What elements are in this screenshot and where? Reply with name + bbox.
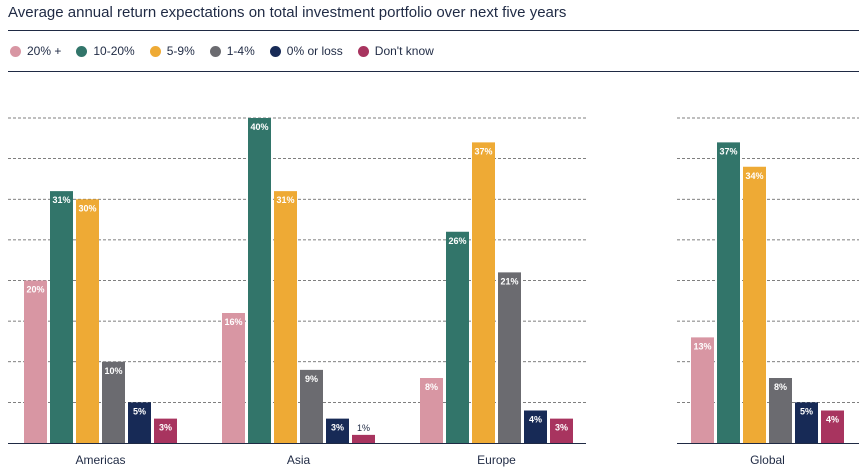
data-label: 3% (159, 423, 172, 433)
bar (102, 361, 125, 443)
legend-item: 5-9% (149, 44, 195, 58)
bar (128, 402, 151, 443)
legend-divider (8, 71, 859, 72)
data-label: 37% (474, 146, 492, 156)
data-label: 4% (529, 415, 542, 425)
bar (222, 313, 245, 443)
bar (274, 191, 297, 443)
data-label: 31% (276, 195, 294, 205)
data-label: 30% (78, 203, 96, 213)
category-label: Europe (477, 453, 516, 467)
bar (300, 369, 323, 443)
legend-label: 20% + (27, 44, 62, 58)
data-label: 9% (305, 374, 318, 384)
legend-label: 1-4% (226, 44, 255, 58)
bar (420, 378, 443, 443)
data-label: 16% (224, 317, 242, 327)
title-divider (8, 30, 859, 31)
legend-item: 1-4% (209, 44, 255, 58)
legend-swatch (209, 45, 221, 57)
data-label: 5% (133, 406, 146, 416)
bar (498, 272, 521, 443)
bar (795, 402, 818, 443)
category-label: Americas (75, 453, 125, 467)
legend-item: 20% + (10, 44, 61, 58)
legend-label: Don't know (374, 44, 434, 58)
data-label: 1% (357, 423, 370, 433)
legend-label: 5-9% (166, 44, 195, 58)
bar (154, 418, 177, 443)
data-label: 37% (719, 146, 737, 156)
data-label: 13% (693, 341, 711, 351)
bar (550, 418, 573, 443)
bar (691, 337, 714, 443)
data-label: 26% (448, 236, 466, 246)
data-label: 10% (104, 366, 122, 376)
legend-swatch (149, 45, 161, 57)
data-label: 8% (774, 382, 787, 392)
bar (446, 231, 469, 443)
data-label: 3% (555, 423, 568, 433)
data-label: 5% (800, 406, 813, 416)
data-label: 8% (425, 382, 438, 392)
data-label: 3% (331, 423, 344, 433)
legend-item: 0% or loss (269, 44, 343, 58)
chart-legend: 20% + 10-20% 5-9% 1-4% 0% or loss Don't know (10, 44, 449, 58)
legend-item: 10-20% (76, 44, 135, 58)
data-label: 31% (52, 195, 70, 205)
legend-item: Don't know (357, 44, 434, 58)
bar (248, 118, 271, 443)
legend-swatch (76, 45, 88, 57)
legend-swatch (269, 45, 281, 57)
legend-label: 0% or loss (286, 44, 343, 58)
bar (50, 191, 73, 443)
category-label: Global (750, 453, 785, 467)
bar (717, 142, 740, 443)
bar (524, 410, 547, 443)
data-label: 4% (826, 415, 839, 425)
category-label: Asia (287, 453, 311, 467)
bar (743, 166, 766, 443)
data-label: 40% (250, 122, 268, 132)
bar (326, 418, 349, 443)
legend-swatch (10, 45, 21, 57)
legend-label: 10-20% (93, 44, 135, 58)
legend-swatch (357, 45, 369, 57)
data-label: 21% (500, 276, 518, 286)
bar (472, 142, 495, 443)
bar (769, 378, 792, 443)
bar (352, 434, 375, 443)
bar (76, 199, 99, 443)
bar (821, 410, 844, 443)
data-label: 34% (745, 171, 763, 181)
bar (24, 280, 47, 443)
chart-title: Average annual return expectations on to… (8, 4, 567, 21)
data-label: 20% (26, 285, 44, 295)
